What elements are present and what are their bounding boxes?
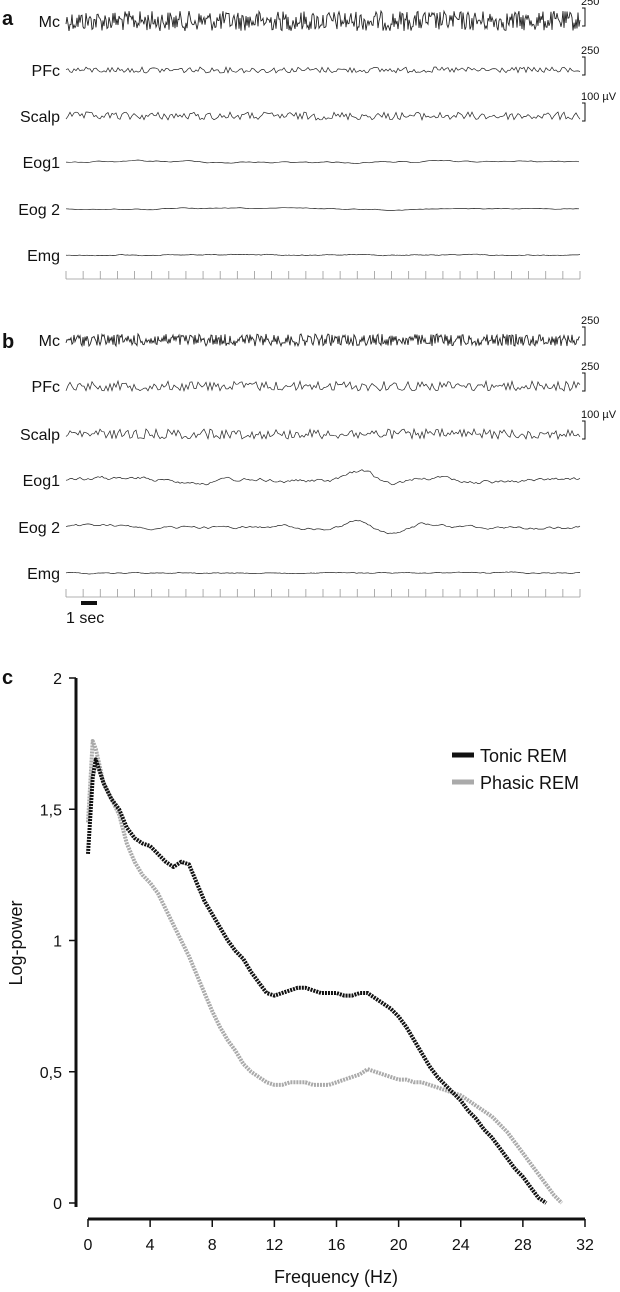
b-scale-label-0: 250 bbox=[581, 315, 599, 327]
b-channel-label-5: Emg bbox=[27, 566, 60, 583]
a-trace-4 bbox=[65, 207, 580, 211]
b-scale-label-1: 250 bbox=[581, 361, 599, 373]
legend-label-tonic: Tonic REM bbox=[480, 746, 567, 766]
panel-b-traces: Mc 250 PFc 250 Scalp 100 µV Eog1 Eog 2 Emg bbox=[18, 315, 617, 598]
y-tick-label: 1 bbox=[53, 934, 62, 951]
panel-a-traces: Mc 250 PFc 250 Scalp 100 µV Eog1 Eog 2 Emg bbox=[18, 0, 617, 280]
b-channel-label-2: Scalp bbox=[20, 427, 60, 444]
y-tick-label: 0,5 bbox=[40, 1065, 62, 1082]
a-trace-5 bbox=[65, 253, 581, 257]
a-scale-label-0: 250 bbox=[581, 0, 599, 8]
b-scale-label-2: 100 µV bbox=[581, 409, 617, 421]
a-scale-bracket-2 bbox=[582, 102, 586, 122]
a-channel-label-1: PFc bbox=[32, 63, 60, 80]
x-tick-label: 24 bbox=[452, 1237, 470, 1254]
b-scale-bracket-1 bbox=[582, 372, 586, 392]
x-axis-label: Frequency (Hz) bbox=[274, 1267, 398, 1287]
a-channel-label-4: Eog 2 bbox=[18, 202, 60, 219]
x-tick-label: 8 bbox=[208, 1237, 217, 1254]
y-tick-label: 2 bbox=[53, 671, 62, 688]
x-tick-label: 16 bbox=[328, 1237, 346, 1254]
time-scalebar bbox=[81, 601, 97, 605]
x-tick-label: 20 bbox=[390, 1237, 408, 1254]
axis-ticks: 0 4 8 12 16 20 24 28 32 0 0,5 1 1,5 2 bbox=[40, 671, 594, 1254]
y-axis-label: Log-power bbox=[6, 900, 26, 985]
b-trace-4 bbox=[65, 519, 581, 535]
a-channel-label-3: Eog1 bbox=[23, 155, 60, 172]
b-channel-label-4: Eog 2 bbox=[18, 520, 60, 537]
b-channel-label-1: PFc bbox=[32, 379, 60, 396]
spectrum-series bbox=[86, 739, 564, 1205]
x-tick-label: 28 bbox=[514, 1237, 532, 1254]
panel-a-letter: a bbox=[2, 8, 14, 30]
b-trace-5 bbox=[65, 571, 581, 575]
a-scale-bracket-1 bbox=[582, 56, 586, 76]
b-scale-bracket-2 bbox=[582, 420, 586, 440]
b-trace-2 bbox=[65, 427, 581, 441]
b-channel-label-0: Mc bbox=[39, 333, 60, 350]
x-tick-label: 4 bbox=[146, 1237, 155, 1254]
b-scale-bracket-0 bbox=[582, 326, 586, 346]
b-trace-3 bbox=[65, 469, 581, 486]
x-tick-label: 12 bbox=[265, 1237, 283, 1254]
time-scalebar-label: 1 sec bbox=[66, 610, 104, 627]
a-channel-label-2: Scalp bbox=[20, 109, 60, 126]
b-channel-label-3: Eog1 bbox=[23, 473, 60, 490]
a-channel-label-5: Emg bbox=[27, 248, 60, 265]
series-line-tonic-rem bbox=[86, 757, 548, 1205]
a-scale-label-1: 250 bbox=[581, 45, 599, 57]
a-channel-label-0: Mc bbox=[39, 14, 60, 31]
a-trace-2 bbox=[65, 111, 581, 121]
panel-c-letter: c bbox=[2, 667, 13, 689]
a-scale-label-2: 100 µV bbox=[581, 91, 617, 103]
x-tick-label: 32 bbox=[576, 1237, 594, 1254]
series-line-phasic-rem bbox=[86, 739, 564, 1205]
a-trace-1 bbox=[65, 66, 581, 74]
a-trace-0 bbox=[65, 9, 581, 32]
panel-b-letter: b bbox=[2, 331, 14, 353]
b-trace-0 bbox=[65, 332, 581, 348]
y-tick-label: 0 bbox=[53, 1196, 62, 1213]
a-scale-bracket-0 bbox=[582, 7, 586, 27]
x-tick-label: 0 bbox=[84, 1237, 93, 1254]
a-trace-3 bbox=[65, 159, 580, 164]
y-tick-label: 1,5 bbox=[40, 802, 62, 819]
b-trace-1 bbox=[65, 379, 581, 393]
legend-label-phasic: Phasic REM bbox=[480, 773, 579, 793]
